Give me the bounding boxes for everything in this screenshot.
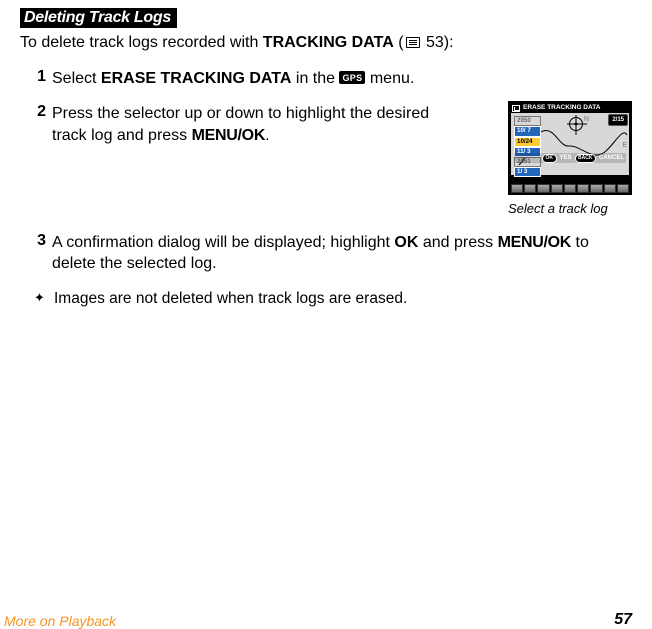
list-item: 1/ 3 <box>514 167 541 177</box>
step-number: 3 <box>34 232 46 275</box>
step-3: 3 A conﬁrmation dialog will be displayed… <box>34 232 632 275</box>
intro-bold: TRACKING DATA <box>263 34 394 51</box>
ok-label: YES <box>560 154 572 162</box>
thumbnail <box>551 184 563 193</box>
step-number: 2 <box>34 103 46 218</box>
step-number: 1 <box>34 68 46 90</box>
text: Select <box>52 70 101 87</box>
text: and press <box>418 234 497 251</box>
thumbnail-strip <box>511 184 629 193</box>
step-2-text: Press the selector up or down to highlig… <box>52 103 432 146</box>
step-body: Select ERASE TRACKING DATA in the GPS me… <box>52 68 632 90</box>
page-footer: More on Playback 57 <box>0 609 652 629</box>
gps-badge-icon: GPS <box>339 71 365 84</box>
section-heading: Deleting Track Logs <box>20 8 177 28</box>
note-text: Images are not deleted when track logs a… <box>54 289 407 310</box>
step-body: Press the selector up or down to highlig… <box>52 103 632 218</box>
thumbnail <box>524 184 536 193</box>
screen-title-text: ERASE TRACKING DATA <box>523 104 600 113</box>
thumbnail <box>511 184 523 193</box>
screen-title: ERASE TRACKING DATA <box>512 104 600 113</box>
text: in the <box>291 70 339 87</box>
intro-prefix: To delete track logs recorded with <box>20 34 263 51</box>
track-list: 2050 10/ 7 10/24 11/ 3 2051 1/ 3 <box>514 116 541 177</box>
thumbnail <box>537 184 549 193</box>
list-item: 10/ 7 <box>514 126 541 136</box>
button-label: MENU/OK <box>498 234 571 251</box>
step-2: 2 Press the selector up or down to highl… <box>34 103 632 218</box>
ok-pill: OK <box>542 154 557 163</box>
menu-option: ERASE TRACKING DATA <box>101 70 292 87</box>
thumbnail <box>577 184 589 193</box>
ok-label: OK <box>394 234 418 251</box>
thumbnail <box>604 184 616 193</box>
counter: 2/15 <box>608 114 628 126</box>
text: menu. <box>365 70 414 87</box>
camera-screen-figure: N E 2050 10/ 7 10/24 11/ 3 2051 1/ <box>508 101 632 218</box>
intro-paragraph: To delete track logs recorded with TRACK… <box>20 32 632 54</box>
back-pill: BACK <box>575 154 596 163</box>
gps-indicator-icon <box>512 105 520 112</box>
camera-screen: N E 2050 10/ 7 10/24 11/ 3 2051 1/ <box>508 101 632 195</box>
footer-section-name: More on Playback <box>4 613 116 629</box>
back-label: CANCEL <box>599 154 624 162</box>
crosshair-dot <box>575 123 578 126</box>
step-body: A conﬁrmation dialog will be displayed; … <box>52 232 632 275</box>
action-row: OK YES BACK CANCEL <box>514 153 626 163</box>
footer-page-number: 57 <box>614 611 632 629</box>
thumbnail <box>617 184 629 193</box>
button-label: MENU/OK <box>192 127 265 144</box>
figure-caption: Select a track log <box>508 200 632 218</box>
note: ✦ Images are not deleted when track logs… <box>20 289 632 310</box>
page-reference-icon <box>406 37 420 48</box>
thumbnail <box>590 184 602 193</box>
list-item: 2050 <box>514 116 541 126</box>
note-bullet-icon: ✦ <box>34 289 48 303</box>
step-1: 1 Select ERASE TRACKING DATA in the GPS … <box>34 68 632 90</box>
steps-list: 1 Select ERASE TRACKING DATA in the GPS … <box>20 68 632 275</box>
heading-text: Deleting Track Logs <box>24 9 171 26</box>
intro-paren-open: ( <box>394 34 404 51</box>
text: . <box>265 127 269 144</box>
text: A conﬁrmation dialog will be displayed; … <box>52 234 394 251</box>
intro-pagenum: 53): <box>422 34 454 51</box>
list-item-selected: 10/24 <box>514 137 541 147</box>
thumbnail <box>564 184 576 193</box>
